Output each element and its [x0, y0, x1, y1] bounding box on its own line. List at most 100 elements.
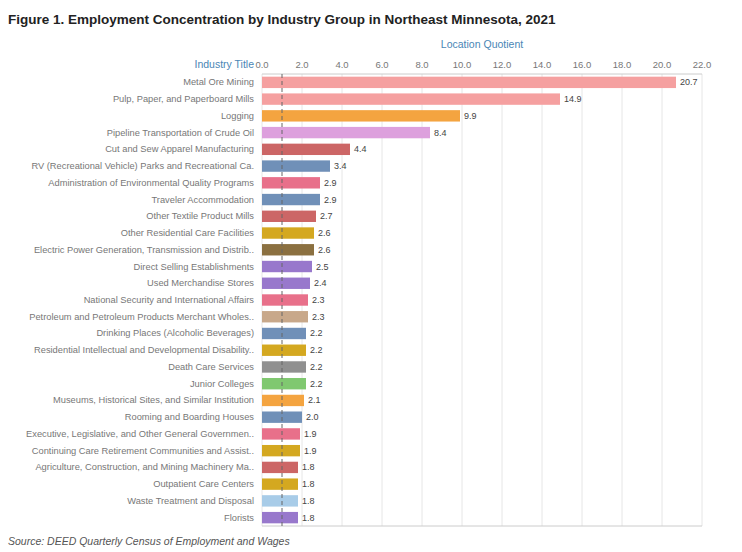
- category-label: Agriculture, Construction, and Mining Ma…: [35, 462, 254, 472]
- data-label: 2.2: [310, 362, 323, 372]
- grid-line: [382, 74, 383, 526]
- bar: [262, 144, 350, 155]
- category-label: Residential Intellectual and Development…: [34, 345, 254, 355]
- bar: [262, 244, 314, 255]
- data-label: 20.7: [680, 77, 698, 87]
- category-label: Executive, Legislative, and Other Genera…: [26, 429, 254, 439]
- title: Figure 1. Employment Concentration by In…: [8, 12, 556, 27]
- bar: [262, 160, 330, 171]
- data-label: 2.9: [324, 195, 337, 205]
- data-label: 14.9: [564, 94, 582, 104]
- bar: [262, 328, 306, 339]
- bar: [262, 294, 308, 305]
- data-label: 2.2: [310, 345, 323, 355]
- bar: [262, 311, 308, 322]
- data-label: 1.9: [304, 429, 317, 439]
- category-label: Logging: [221, 111, 254, 121]
- grid-line: [702, 74, 703, 526]
- bar: [262, 110, 460, 121]
- bar: [262, 177, 320, 188]
- bar: [262, 127, 430, 138]
- bar: [262, 227, 314, 238]
- bar: [262, 495, 298, 506]
- category-label: Death Care Services: [168, 362, 254, 372]
- source: Source: DEED Quarterly Census of Employm…: [8, 535, 290, 547]
- bar: [262, 345, 306, 356]
- x-axis-label: Location Quotient: [441, 38, 523, 50]
- category-label: Pulp, Paper, and Paperboard Mills: [113, 94, 254, 104]
- category-label: Drinking Places (Alcoholic Beverages): [96, 328, 254, 338]
- data-label: 2.2: [310, 379, 323, 389]
- category-label: Cut and Sew Apparel Manufacturing: [105, 144, 254, 154]
- data-label: 2.7: [320, 211, 333, 221]
- category-label: Florists: [224, 513, 254, 523]
- x-tick-label: 4.0: [335, 59, 348, 70]
- data-label: 2.6: [318, 228, 331, 238]
- y-axis-label: Industry Title: [194, 58, 254, 70]
- category-label: Other Textile Product Mills: [146, 211, 254, 221]
- bar: [262, 445, 300, 456]
- category-label: Rooming and Boarding Houses: [125, 412, 255, 422]
- bar: [262, 462, 298, 473]
- data-label: 4.4: [354, 144, 367, 154]
- data-label: 2.4: [314, 278, 327, 288]
- grid-line: [502, 74, 503, 526]
- x-tick-label: 18.0: [613, 59, 632, 70]
- data-label: 1.8: [302, 513, 315, 523]
- bar: [262, 512, 298, 523]
- data-label: 1.8: [302, 462, 315, 472]
- category-label: Outpatient Care Centers: [153, 479, 254, 489]
- axis-line: [262, 74, 702, 75]
- grid-line: [462, 74, 463, 526]
- x-tick-label: 6.0: [375, 59, 388, 70]
- data-label: 2.9: [324, 178, 337, 188]
- bar: [262, 378, 306, 389]
- data-label: 8.4: [434, 128, 447, 138]
- category-label: Waste Treatment and Disposal: [127, 496, 254, 506]
- x-tick-label: 12.0: [493, 59, 512, 70]
- bar: [262, 211, 316, 222]
- data-label: 2.3: [312, 295, 325, 305]
- grid-line: [622, 74, 623, 526]
- x-tick-label: 22.0: [693, 59, 712, 70]
- grid-line: [342, 74, 343, 526]
- category-label: Continuing Care Retirement Communities a…: [32, 446, 254, 456]
- category-label: Used Merchandise Stores: [147, 278, 254, 288]
- grid: [262, 74, 702, 526]
- category-label: National Security and International Affa…: [84, 295, 255, 305]
- x-tick-label: 2.0: [295, 59, 308, 70]
- bars: [262, 74, 676, 526]
- data-label: 3.4: [334, 161, 347, 171]
- bar: [262, 194, 320, 205]
- data-label: 1.9: [304, 446, 317, 456]
- category-label: Petroleum and Petroleum Products Merchan…: [29, 312, 254, 322]
- category-label: Museums, Historical Sites, and Similar I…: [53, 395, 254, 405]
- bar: [262, 428, 300, 439]
- category-label: Traveler Accommodation: [152, 195, 254, 205]
- grid-line: [542, 74, 543, 526]
- bar: [262, 278, 310, 289]
- x-tick-label: 8.0: [415, 59, 428, 70]
- category-label: Direct Selling Establishments: [134, 262, 255, 272]
- category-label: Pipeline Transportation of Crude Oil: [107, 128, 254, 138]
- data-label: 2.5: [316, 262, 329, 272]
- bar: [262, 395, 304, 406]
- x-tick-label: 14.0: [533, 59, 552, 70]
- data-label: 2.1: [308, 395, 321, 405]
- bar: [262, 478, 298, 489]
- category-label: Administration of Environmental Quality …: [48, 178, 254, 188]
- grid-line: [582, 74, 583, 526]
- x-tick-label: 0.0: [255, 59, 268, 70]
- category-label: RV (Recreational Vehicle) Parks and Recr…: [31, 161, 254, 171]
- data-label: 1.8: [302, 479, 315, 489]
- data-label: 2.2: [310, 328, 323, 338]
- x-tick-label: 10.0: [453, 59, 472, 70]
- grid-line: [422, 74, 423, 526]
- data-label: 1.8: [302, 496, 315, 506]
- category-label: Metal Ore Mining: [183, 77, 254, 87]
- category-label: Electric Power Generation, Transmission …: [34, 245, 254, 255]
- chart: Figure 1. Employment Concentration by In…: [0, 0, 742, 552]
- data-label: 2.6: [318, 245, 331, 255]
- category-label: Other Residential Care Facilities: [121, 228, 255, 238]
- bar: [262, 77, 676, 88]
